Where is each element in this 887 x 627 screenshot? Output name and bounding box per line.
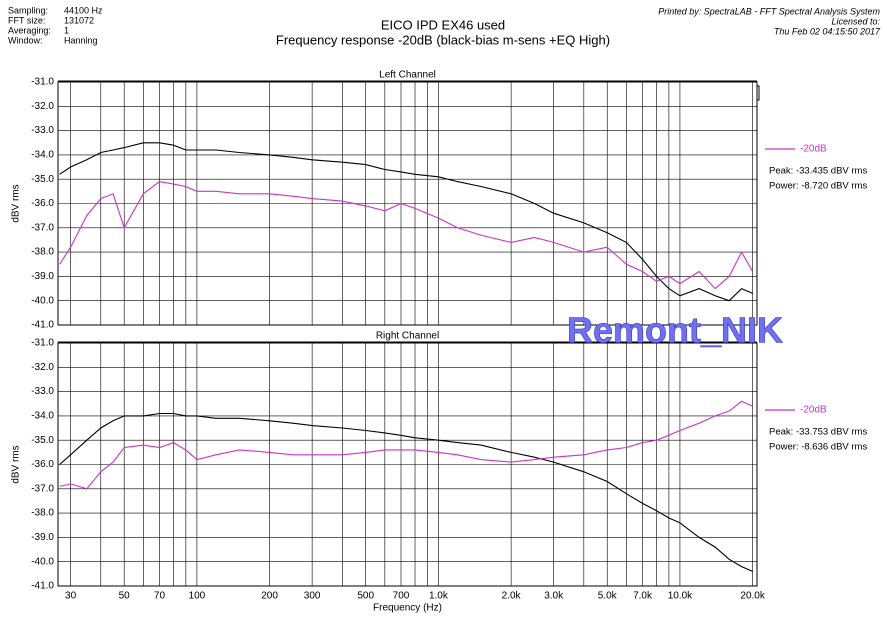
y-tick-label: -33.0 [31, 125, 54, 136]
stat-text: Power: -8.720 dBV rms [769, 181, 867, 192]
y-tick-label: -36.0 [31, 198, 54, 209]
y-tick-label: -31.0 [31, 77, 54, 88]
series-line [59, 181, 754, 290]
x-tick-label: 70 [154, 591, 166, 602]
date: Thu Feb 02 04:15:50 2017 [774, 26, 881, 36]
x-tick-label: 50 [119, 591, 131, 602]
y-tick-label: -37.0 [31, 222, 54, 233]
x-tick-label: 20.0k [740, 591, 765, 602]
x-tick-label: 700 [393, 591, 410, 602]
x-tick-label: 10.0k [668, 591, 693, 602]
y-tick-label: -34.0 [31, 150, 54, 161]
info-label: Averaging: [8, 25, 51, 35]
licensed: Licensed to: [831, 16, 880, 26]
x-tick-label: 100 [189, 591, 206, 602]
y-tick-label: -41.0 [31, 581, 54, 592]
y-tick-label: -35.0 [31, 435, 54, 446]
info-value: Hanning [64, 35, 98, 45]
y-tick-label: -36.0 [31, 459, 54, 470]
y-tick-label: -34.0 [31, 411, 54, 422]
y-tick-label: -40.0 [31, 295, 54, 306]
stat-text: Peak: -33.753 dBV rms [769, 427, 867, 438]
y-tick-label: -32.0 [31, 101, 54, 112]
y-axis-label: dBV rms [11, 445, 22, 483]
y-tick-label: -39.0 [31, 271, 54, 282]
channel-title: Right Channel [376, 331, 439, 342]
series-line [59, 400, 753, 490]
x-tick-label: 30 [65, 591, 77, 602]
x-tick-label: 2.0k [502, 591, 522, 602]
plot-frame [57, 342, 758, 587]
y-tick-label: -37.0 [31, 483, 54, 494]
info-value: 44100 Hz [64, 5, 103, 15]
legend-label: -20dB [800, 144, 827, 155]
x-tick-label: 500 [357, 591, 374, 602]
legend-label: -20dB [800, 405, 827, 416]
stat-text: Peak: -33.435 dBV rms [769, 166, 867, 177]
y-tick-label: -40.0 [31, 556, 54, 567]
x-tick-label: 1.0k [429, 591, 449, 602]
y-tick-label: -39.0 [31, 532, 54, 543]
info-label: Sampling: [8, 5, 48, 15]
plot-frame [57, 81, 758, 326]
y-tick-label: -41.0 [31, 320, 54, 331]
x-tick-label: 300 [304, 591, 321, 602]
x-tick-label: 5.0k [598, 591, 618, 602]
y-tick-label: -33.0 [31, 386, 54, 397]
series-line [59, 412, 753, 572]
info-value: 1 [64, 25, 69, 35]
channel-title: Left Channel [379, 70, 436, 81]
y-axis-label: dBV rms [11, 184, 22, 222]
info-label: FFT size: [8, 15, 45, 25]
x-tick-label: 200 [261, 591, 278, 602]
y-tick-label: -38.0 [31, 508, 54, 519]
info-value: 131072 [64, 15, 94, 25]
info-label: Window: [8, 35, 43, 45]
title: EICO IPD EX46 used [381, 17, 505, 32]
watermark: Remont_NIK [567, 310, 783, 351]
y-tick-label: -35.0 [31, 174, 54, 185]
subtitle: Frequency response -20dB (black-bias m-s… [276, 32, 610, 47]
x-tick-label: 3.0k [544, 591, 564, 602]
series-line [59, 142, 753, 302]
y-tick-label: -31.0 [31, 338, 54, 349]
x-axis-label: Frequency (Hz) [373, 603, 442, 614]
y-tick-label: -38.0 [31, 247, 54, 258]
printed-by: Printed by: SpectraLAB - FFT Spectral An… [658, 6, 880, 16]
stat-text: Power: -8.636 dBV rms [769, 442, 867, 453]
y-tick-label: -32.0 [31, 362, 54, 373]
x-tick-label: 7.0k [633, 591, 653, 602]
